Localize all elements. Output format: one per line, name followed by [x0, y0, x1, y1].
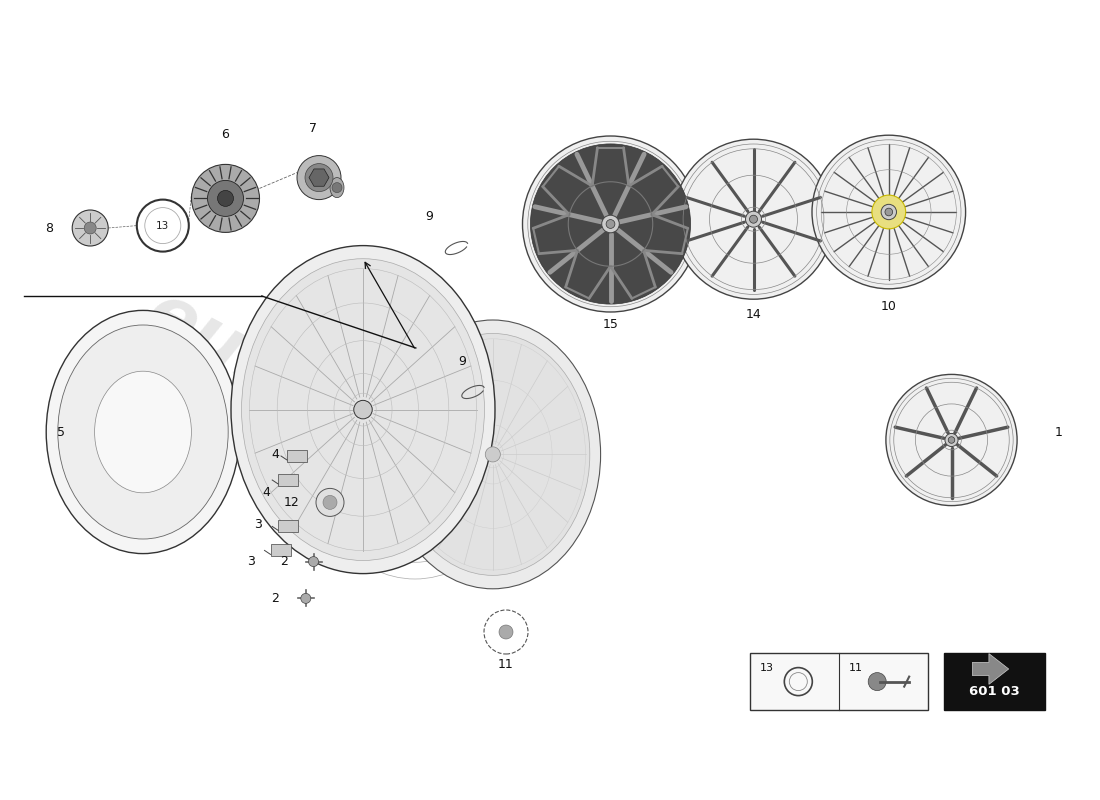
Circle shape	[673, 139, 834, 299]
Circle shape	[872, 195, 905, 229]
Bar	[944, 653, 1045, 710]
Ellipse shape	[95, 371, 191, 493]
Ellipse shape	[231, 246, 495, 574]
Text: 1: 1	[1054, 426, 1063, 438]
Text: eurospares: eurospares	[134, 278, 570, 554]
Text: 8: 8	[45, 222, 54, 234]
Circle shape	[499, 625, 513, 639]
Polygon shape	[972, 654, 1009, 684]
Text: 601 03: 601 03	[969, 686, 1020, 698]
Circle shape	[316, 488, 344, 517]
Circle shape	[136, 199, 189, 251]
Ellipse shape	[46, 310, 240, 554]
Circle shape	[881, 204, 896, 220]
Text: 9: 9	[425, 210, 433, 222]
Circle shape	[308, 557, 319, 566]
Circle shape	[485, 447, 501, 462]
Circle shape	[530, 144, 691, 304]
Circle shape	[300, 594, 311, 603]
Ellipse shape	[385, 320, 601, 589]
Circle shape	[602, 215, 619, 233]
Ellipse shape	[58, 325, 228, 539]
Text: 11: 11	[849, 662, 864, 673]
Text: 13: 13	[156, 221, 169, 230]
Circle shape	[886, 208, 892, 216]
Circle shape	[522, 136, 698, 312]
Text: 4: 4	[271, 448, 279, 461]
Circle shape	[332, 182, 342, 193]
Text: 6: 6	[221, 128, 230, 141]
Text: 3: 3	[246, 555, 255, 568]
Ellipse shape	[242, 258, 484, 561]
Text: 3: 3	[254, 518, 263, 530]
Text: a passion for parts since 1: a passion for parts since 1	[253, 457, 539, 567]
Circle shape	[218, 190, 233, 206]
Circle shape	[297, 155, 341, 200]
Circle shape	[305, 164, 333, 192]
Bar	[278, 520, 298, 533]
Text: 4: 4	[262, 486, 271, 498]
Text: 9: 9	[458, 355, 466, 368]
Text: 7: 7	[309, 122, 318, 134]
Text: 12: 12	[284, 496, 299, 509]
Circle shape	[323, 495, 337, 510]
Bar	[278, 474, 298, 486]
Text: 13: 13	[760, 662, 774, 673]
Circle shape	[948, 437, 955, 443]
Bar	[271, 544, 290, 557]
Circle shape	[208, 180, 243, 216]
Circle shape	[191, 164, 260, 233]
Bar	[750, 653, 928, 710]
Circle shape	[73, 210, 108, 246]
Text: 15: 15	[603, 318, 618, 331]
Circle shape	[85, 222, 96, 234]
Text: 2: 2	[279, 555, 288, 568]
Text: 11: 11	[498, 658, 514, 670]
Circle shape	[886, 374, 1018, 506]
Text: 5: 5	[56, 426, 65, 438]
Circle shape	[868, 673, 887, 690]
Circle shape	[812, 135, 966, 289]
Ellipse shape	[396, 334, 590, 575]
Bar	[287, 450, 307, 462]
Text: 10: 10	[881, 300, 896, 313]
Circle shape	[354, 400, 372, 419]
Circle shape	[749, 215, 758, 223]
Circle shape	[945, 434, 958, 446]
Text: 2: 2	[271, 592, 279, 605]
Ellipse shape	[330, 178, 344, 198]
Text: 14: 14	[746, 308, 761, 321]
Circle shape	[145, 208, 180, 243]
Circle shape	[746, 211, 761, 227]
Circle shape	[606, 219, 615, 229]
